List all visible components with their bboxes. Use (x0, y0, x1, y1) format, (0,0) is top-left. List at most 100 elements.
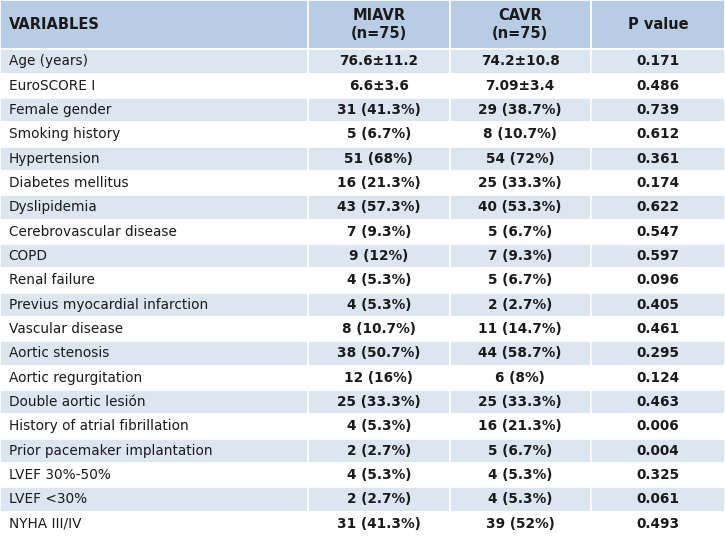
Text: P value: P value (628, 17, 688, 32)
Bar (450, 122, 591, 147)
Text: Renal failure: Renal failure (9, 273, 94, 287)
Text: 5 (6.7%): 5 (6.7%) (488, 273, 552, 287)
Text: 5 (6.7%): 5 (6.7%) (488, 444, 552, 458)
Bar (450, 317, 591, 341)
Bar (0, 512, 308, 536)
Text: 0.061: 0.061 (637, 493, 679, 507)
Bar (450, 341, 591, 366)
Text: 0.361: 0.361 (637, 152, 679, 166)
Text: 11 (14.7%): 11 (14.7%) (478, 322, 562, 336)
Bar (591, 390, 725, 414)
Text: 4 (5.3%): 4 (5.3%) (347, 298, 411, 312)
Text: History of atrial fibrillation: History of atrial fibrillation (9, 420, 188, 434)
Text: 38 (50.7%): 38 (50.7%) (337, 346, 420, 361)
Bar (591, 73, 725, 98)
Bar (591, 341, 725, 366)
Bar (0, 390, 308, 414)
Bar (450, 438, 591, 463)
Text: 0.124: 0.124 (637, 371, 679, 385)
Text: 4 (5.3%): 4 (5.3%) (347, 468, 411, 482)
Bar (0, 293, 308, 317)
Bar (0, 73, 308, 98)
Bar (450, 98, 591, 122)
Bar (450, 293, 591, 317)
Bar (0, 341, 308, 366)
Text: 0.004: 0.004 (637, 444, 679, 458)
Bar (450, 487, 591, 512)
Bar (591, 49, 725, 73)
Bar (308, 49, 450, 73)
Text: 0.461: 0.461 (637, 322, 679, 336)
Text: 25 (33.3%): 25 (33.3%) (337, 395, 420, 409)
Bar (0, 438, 308, 463)
Text: Smoking history: Smoking history (9, 128, 120, 142)
Bar (308, 147, 450, 171)
Bar (591, 463, 725, 487)
Text: 44 (58.7%): 44 (58.7%) (478, 346, 562, 361)
Bar (308, 293, 450, 317)
Text: Dyslipidemia: Dyslipidemia (9, 200, 97, 214)
Text: 51 (68%): 51 (68%) (344, 152, 413, 166)
Text: CAVR
(n=75): CAVR (n=75) (492, 9, 548, 41)
Bar (308, 244, 450, 269)
Bar (591, 414, 725, 438)
Text: Prior pacemaker implantation: Prior pacemaker implantation (9, 444, 212, 458)
Bar (308, 487, 450, 512)
Bar (450, 0, 591, 49)
Text: 25 (33.3%): 25 (33.3%) (478, 395, 562, 409)
Text: 0.006: 0.006 (637, 420, 679, 434)
Text: Vascular disease: Vascular disease (9, 322, 123, 336)
Text: 0.547: 0.547 (637, 225, 679, 239)
Text: 2 (2.7%): 2 (2.7%) (488, 298, 552, 312)
Bar (308, 512, 450, 536)
Text: 7 (9.3%): 7 (9.3%) (488, 249, 552, 263)
Bar (308, 463, 450, 487)
Text: 16 (21.3%): 16 (21.3%) (478, 420, 562, 434)
Text: VARIABLES: VARIABLES (9, 17, 99, 32)
Bar (308, 98, 450, 122)
Bar (0, 220, 308, 244)
Bar (450, 366, 591, 390)
Bar (591, 195, 725, 220)
Bar (450, 73, 591, 98)
Bar (450, 269, 591, 293)
Bar (308, 317, 450, 341)
Text: 74.2±10.8: 74.2±10.8 (481, 55, 560, 69)
Text: 76.6±11.2: 76.6±11.2 (339, 55, 418, 69)
Text: 5 (6.7%): 5 (6.7%) (488, 225, 552, 239)
Bar (591, 147, 725, 171)
Text: 4 (5.3%): 4 (5.3%) (347, 420, 411, 434)
Bar (308, 195, 450, 220)
Text: 0.597: 0.597 (637, 249, 679, 263)
Text: 6 (8%): 6 (8%) (495, 371, 545, 385)
Text: 31 (41.3%): 31 (41.3%) (337, 517, 420, 531)
Text: 0.295: 0.295 (637, 346, 679, 361)
Text: 6.6±3.6: 6.6±3.6 (349, 79, 409, 93)
Text: 4 (5.3%): 4 (5.3%) (347, 273, 411, 287)
Text: 5 (6.7%): 5 (6.7%) (347, 128, 411, 142)
Bar (0, 463, 308, 487)
Bar (450, 171, 591, 195)
Bar (450, 390, 591, 414)
Bar (591, 122, 725, 147)
Bar (0, 98, 308, 122)
Text: Double aortic lesión: Double aortic lesión (9, 395, 145, 409)
Bar (450, 147, 591, 171)
Text: 31 (41.3%): 31 (41.3%) (337, 103, 420, 117)
Text: Previus myocardial infarction: Previus myocardial infarction (9, 298, 208, 312)
Bar (308, 390, 450, 414)
Text: 12 (16%): 12 (16%) (344, 371, 413, 385)
Bar (308, 73, 450, 98)
Bar (308, 414, 450, 438)
Text: 0.612: 0.612 (637, 128, 679, 142)
Text: Aortic regurgitation: Aortic regurgitation (9, 371, 142, 385)
Text: LVEF <30%: LVEF <30% (9, 493, 87, 507)
Text: 2 (2.7%): 2 (2.7%) (347, 493, 411, 507)
Bar (591, 487, 725, 512)
Text: 2 (2.7%): 2 (2.7%) (347, 444, 411, 458)
Text: NYHA III/IV: NYHA III/IV (9, 517, 81, 531)
Text: 0.739: 0.739 (637, 103, 679, 117)
Text: 0.174: 0.174 (637, 176, 679, 190)
Text: 0.325: 0.325 (637, 468, 679, 482)
Text: 7.09±3.4: 7.09±3.4 (486, 79, 555, 93)
